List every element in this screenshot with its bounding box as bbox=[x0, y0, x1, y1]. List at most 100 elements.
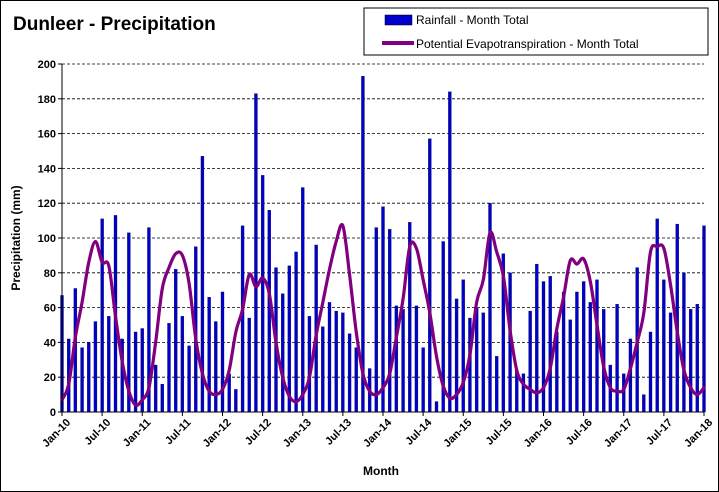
legend: Rainfall - Month Total Potential Evapotr… bbox=[363, 7, 709, 56]
rainfall-bar-62 bbox=[474, 307, 479, 413]
rainfall-bar-26 bbox=[234, 389, 238, 413]
rainfall-bar-58 bbox=[448, 91, 452, 413]
rainfall-bar-72 bbox=[541, 281, 546, 413]
rainfall-bar-96 bbox=[702, 225, 706, 413]
rainfall-bar-69 bbox=[521, 373, 526, 413]
rainfall-bar-36 bbox=[301, 187, 305, 413]
pet-line-layer bbox=[60, 223, 706, 407]
rainfall-bar-27 bbox=[240, 225, 245, 413]
rainfall-bar-51 bbox=[401, 309, 405, 413]
y-tick-label-120: 120 bbox=[38, 198, 56, 210]
rainfall-bar-77 bbox=[575, 291, 579, 413]
rainfall-bar-47 bbox=[374, 227, 378, 413]
x-tick-label-Jul-12: Jul-12 bbox=[243, 417, 274, 448]
rainfall-bar-94 bbox=[688, 309, 693, 413]
y-tick-label-200: 200 bbox=[38, 59, 56, 71]
x-tick-label-Jan-12: Jan-12 bbox=[201, 417, 234, 450]
x-tick-label-Jul-13: Jul-13 bbox=[323, 417, 354, 448]
rainfall-bar-87 bbox=[642, 394, 646, 413]
rainfall-bar-53 bbox=[414, 305, 419, 413]
rainfall-bar-76 bbox=[568, 319, 572, 413]
rainfall-bar-3 bbox=[80, 347, 84, 413]
y-tick-label-180: 180 bbox=[38, 94, 56, 106]
x-tick-label-Jan-18: Jan-18 bbox=[682, 417, 715, 450]
x-tick-label-Jul-15: Jul-15 bbox=[484, 417, 515, 448]
rainfall-bar-55 bbox=[428, 138, 432, 413]
y-tick-label-60: 60 bbox=[44, 303, 56, 315]
y-tick-label-80: 80 bbox=[44, 268, 56, 280]
rainfall-bar-35 bbox=[294, 251, 298, 413]
x-tick-label-Jan-17: Jan-17 bbox=[602, 417, 635, 450]
rainfall-bar-70 bbox=[528, 310, 532, 413]
x-tick-labels: Jan-10 Jul-10 Jan-11 Jul-11 Jan-12 Jul-12 Jan-… bbox=[40, 416, 715, 450]
x-tick-label-Jan-10: Jan-10 bbox=[40, 417, 73, 450]
rainfall-bar-15 bbox=[160, 384, 164, 413]
rainfall-bar-75 bbox=[561, 291, 566, 413]
x-tick-label-Jan-13: Jan-13 bbox=[281, 417, 314, 450]
legend-pet-label: Potential Evapotranspiration - Month Tot… bbox=[416, 37, 639, 51]
x-tick-label-Jul-14: Jul-14 bbox=[403, 416, 435, 448]
rainfall-bar-93 bbox=[682, 272, 686, 413]
rainfall-bar-28 bbox=[247, 317, 251, 413]
x-tick-label-Jul-10: Jul-10 bbox=[82, 417, 113, 448]
y-tick-label-40: 40 bbox=[44, 337, 56, 349]
rainfall-bar-78 bbox=[581, 281, 586, 413]
axes bbox=[58, 63, 705, 416]
rainfall-bar-91 bbox=[668, 312, 673, 413]
rainfall-bar-41 bbox=[334, 310, 338, 413]
x-axis-label: Month bbox=[363, 464, 399, 478]
rainfall-bar-11 bbox=[133, 331, 138, 413]
x-tick-label-Jul-17: Jul-17 bbox=[644, 417, 675, 448]
rainfall-bar-4 bbox=[87, 342, 91, 413]
rainfall-bar-16 bbox=[167, 323, 171, 413]
rainfall-bar-48 bbox=[381, 206, 385, 413]
rainfall-bar-7 bbox=[107, 316, 111, 413]
rainfall-bar-50 bbox=[394, 305, 399, 413]
rainfall-bar-17 bbox=[174, 269, 178, 413]
x-tick-label-Jan-11: Jan-11 bbox=[121, 417, 154, 450]
rainfall-bar-88 bbox=[648, 331, 653, 413]
rainfall-bar-14 bbox=[153, 364, 158, 413]
legend-rainfall-swatch bbox=[384, 14, 413, 26]
rainfall-bar-63 bbox=[481, 312, 485, 413]
rainfall-bar-80 bbox=[595, 279, 599, 413]
rainfall-bar-30 bbox=[260, 175, 265, 413]
y-tick-label-160: 160 bbox=[38, 129, 56, 141]
rainfall-bar-60 bbox=[461, 279, 465, 413]
legend-box bbox=[363, 7, 709, 56]
x-tick-label-Jul-16: Jul-16 bbox=[564, 417, 595, 448]
rainfall-bar-73 bbox=[548, 276, 552, 413]
rainfall-bar-54 bbox=[421, 347, 425, 413]
x-tick-label-Jan-15: Jan-15 bbox=[441, 417, 474, 450]
rainfall-bar-84 bbox=[622, 373, 626, 413]
rainfall-bar-18 bbox=[180, 316, 185, 413]
y-tick-label-140: 140 bbox=[38, 163, 56, 175]
x-tick-label-Jan-14: Jan-14 bbox=[361, 416, 395, 450]
chart-title: Dunleer - Precipitation bbox=[13, 14, 216, 35]
rainfall-bar-24 bbox=[220, 291, 225, 413]
rainfall-bar-42 bbox=[341, 312, 345, 413]
rainfall-bars bbox=[60, 76, 706, 413]
rainfall-bar-22 bbox=[207, 297, 211, 413]
y-tick-label-0: 0 bbox=[50, 407, 56, 419]
rainfall-bar-83 bbox=[615, 303, 619, 413]
rainfall-bar-44 bbox=[354, 347, 358, 413]
rainfall-bar-33 bbox=[281, 293, 285, 413]
rainfall-bar-19 bbox=[187, 345, 191, 413]
rainfall-bar-65 bbox=[495, 356, 499, 413]
rainfall-bar-43 bbox=[347, 333, 352, 413]
rainfall-bar-5 bbox=[93, 321, 98, 413]
rainfall-bar-23 bbox=[214, 321, 218, 413]
rainfall-bar-71 bbox=[535, 263, 539, 413]
x-tick-label-Jan-16: Jan-16 bbox=[522, 417, 555, 450]
rainfall-bar-56 bbox=[434, 401, 439, 413]
rainfall-bar-39 bbox=[321, 326, 325, 413]
y-tick-labels: 0 20 40 60 80 100 120 140 160 180 200 bbox=[38, 59, 56, 419]
rainfall-bar-6 bbox=[100, 218, 104, 413]
y-tick-label-20: 20 bbox=[44, 372, 56, 384]
y-axis-label: Precipitation (mm) bbox=[9, 185, 23, 290]
rainfall-bar-49 bbox=[388, 229, 392, 413]
rainfall-bar-90 bbox=[662, 279, 666, 413]
